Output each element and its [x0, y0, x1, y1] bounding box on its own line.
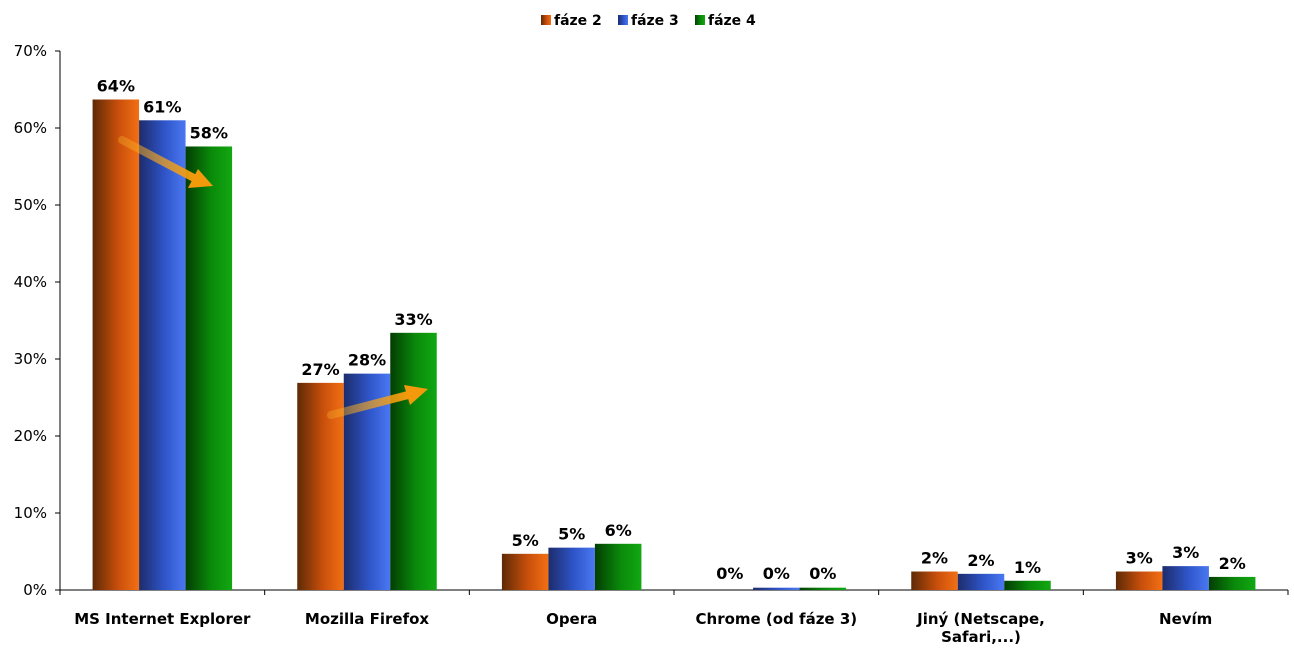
x-category-label: Jiný (Netscape, Safari,...): [916, 610, 1045, 646]
trend-arrow-firefox: [327, 385, 428, 419]
legend-swatch-faze3: [618, 15, 628, 25]
data-label: 5%: [558, 525, 585, 544]
data-label: 28%: [348, 351, 386, 370]
legend-swatch-faze2: [541, 15, 551, 25]
bar: [185, 146, 233, 591]
bars: [92, 99, 1256, 591]
legend-swatch-faze4: [695, 15, 705, 25]
y-tick-label: 70%: [14, 42, 47, 60]
data-label: 0%: [716, 564, 743, 583]
bar: [799, 587, 847, 590]
data-label: 2%: [967, 551, 994, 570]
bar: [1162, 566, 1209, 590]
x-category-label: Mozilla Firefox: [305, 610, 430, 628]
data-label: 6%: [605, 521, 632, 540]
data-label: 3%: [1172, 543, 1199, 562]
axes: 0% 10% 20% 30% 40% 50% 60% 70% MS Internet Explo…: [14, 42, 1289, 646]
y-tick-label: 20%: [14, 427, 47, 445]
data-labels: 64% 61% 58% 27% 28% 33% 5% 5% 6% 0% 0% 0% 2% 2% 1% 3% 3%…: [97, 77, 1246, 583]
bar: [594, 543, 642, 590]
y-tick-label: 0%: [23, 581, 47, 599]
data-label: 64%: [97, 77, 135, 96]
bar: [1115, 571, 1163, 590]
bar: [1004, 580, 1051, 590]
bar: [753, 587, 800, 590]
data-label: 0%: [763, 564, 790, 583]
data-label: 33%: [394, 310, 432, 329]
trend-arrow-ie: [118, 136, 213, 188]
data-label: 3%: [1126, 549, 1153, 568]
trend-arrows: [118, 136, 428, 419]
legend-label-faze4: fáze 4: [708, 13, 756, 29]
x-category-label: Chrome (od fáze 3): [696, 610, 858, 628]
data-label: 1%: [1014, 558, 1041, 577]
y-tick-label: 10%: [14, 504, 47, 522]
x-category-label: MS Internet Explorer: [74, 610, 251, 628]
y-tick-label: 60%: [14, 119, 47, 137]
y-tick-label: 40%: [14, 273, 47, 291]
bar: [501, 553, 549, 590]
legend-label-faze3: fáze 3: [631, 13, 679, 29]
bar: [139, 120, 186, 591]
data-label: 27%: [301, 360, 339, 379]
bar: [957, 573, 1005, 590]
bar: [92, 99, 140, 590]
data-label: 58%: [190, 123, 228, 142]
bar: [390, 332, 437, 590]
x-category-label: Nevím: [1159, 610, 1212, 628]
data-label: 0%: [809, 564, 836, 583]
bar: [911, 571, 958, 590]
y-tick-label: 30%: [14, 350, 47, 368]
bar: [1208, 576, 1256, 590]
data-label: 5%: [512, 531, 539, 550]
legend: fáze 2 fáze 3 fáze 4: [541, 13, 756, 29]
data-label: 61%: [143, 97, 181, 116]
x-category-label: Opera: [546, 610, 597, 628]
data-label: 2%: [1219, 554, 1246, 573]
data-label: 2%: [921, 549, 948, 568]
legend-label-faze2: fáze 2: [554, 13, 602, 29]
y-tick-label: 50%: [14, 196, 47, 214]
bar: [548, 547, 595, 590]
